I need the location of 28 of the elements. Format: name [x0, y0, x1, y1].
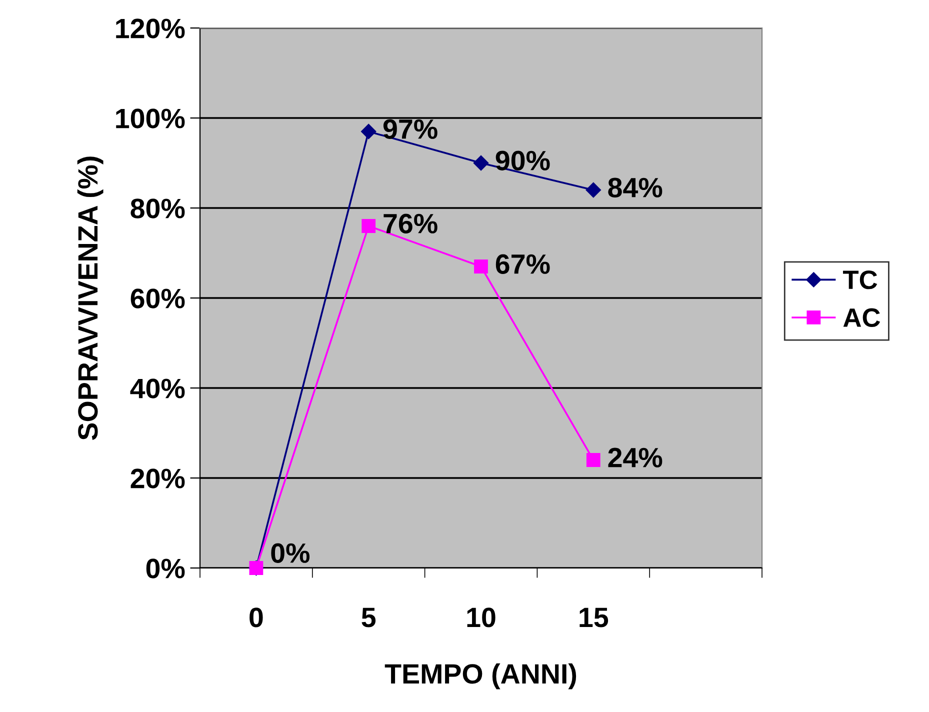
x-tick-label: 5	[362, 608, 376, 628]
y-tick-label: 120%	[116, 18, 185, 38]
data-label: 24%	[608, 448, 662, 468]
data-label: 0%	[271, 543, 310, 563]
point	[361, 124, 376, 140]
data-label: 97%	[383, 119, 438, 139]
y-tick-label: 80%	[130, 198, 185, 218]
data-label: 76%	[384, 214, 438, 234]
y-axis-title: SOPRAVVIVENZA (%)	[77, 156, 104, 440]
x-tick-label: 15	[580, 608, 608, 628]
x-tick-label: 0	[250, 608, 263, 628]
data-label: 90%	[496, 150, 550, 170]
point	[362, 219, 376, 233]
legend-label: AC	[843, 308, 880, 327]
x-tick-label: 10	[467, 608, 496, 628]
y-tick-label: 0%	[146, 558, 185, 578]
y-tick-label: 40%	[130, 378, 185, 398]
point	[586, 182, 601, 198]
x-axis-title: TEMPO (ANNI)	[384, 663, 576, 690]
legend-label: TC	[842, 270, 878, 290]
data-label: 67%	[496, 254, 550, 274]
point	[473, 155, 489, 171]
y-tick-label: 60%	[130, 288, 185, 308]
point	[586, 453, 600, 467]
y-tick-label: 100%	[116, 108, 185, 128]
data-label: 84%	[608, 178, 662, 198]
y-tick-label: 20%	[130, 468, 185, 488]
point	[474, 260, 488, 274]
